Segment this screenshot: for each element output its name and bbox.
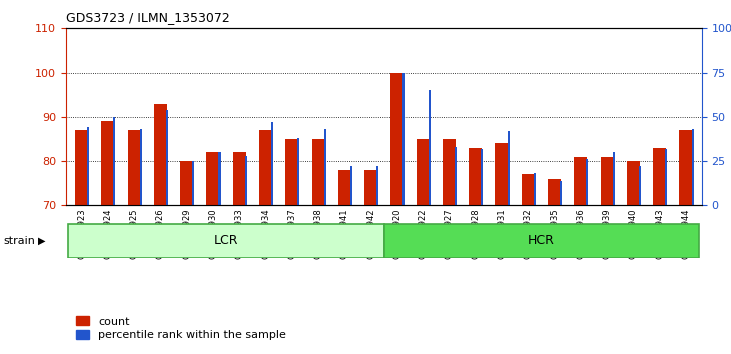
Bar bbox=[127, 130, 140, 205]
Bar bbox=[180, 161, 193, 205]
Bar bbox=[455, 147, 457, 205]
Bar bbox=[259, 130, 272, 205]
Bar bbox=[219, 152, 221, 205]
Text: ▶: ▶ bbox=[38, 236, 45, 246]
Bar bbox=[586, 159, 588, 205]
Bar bbox=[87, 127, 89, 205]
Bar bbox=[311, 139, 325, 205]
Bar bbox=[627, 161, 640, 205]
Bar bbox=[232, 152, 246, 205]
Bar bbox=[271, 122, 273, 205]
Bar bbox=[298, 138, 300, 205]
Bar bbox=[154, 103, 167, 205]
Text: GDS3723 / ILMN_1353072: GDS3723 / ILMN_1353072 bbox=[66, 11, 230, 24]
Bar bbox=[522, 174, 535, 205]
Text: strain: strain bbox=[4, 236, 36, 246]
Bar bbox=[376, 166, 378, 205]
Bar bbox=[384, 224, 699, 258]
Bar bbox=[350, 166, 352, 205]
Bar bbox=[364, 170, 377, 205]
Bar bbox=[417, 139, 430, 205]
Bar bbox=[403, 73, 404, 205]
Bar bbox=[469, 148, 482, 205]
Bar bbox=[548, 179, 561, 205]
Bar bbox=[75, 130, 88, 205]
Bar bbox=[113, 117, 115, 205]
Bar bbox=[192, 161, 194, 205]
Bar bbox=[338, 170, 351, 205]
Text: HCR: HCR bbox=[528, 234, 555, 247]
Bar bbox=[665, 149, 667, 205]
Bar bbox=[206, 152, 219, 205]
Bar bbox=[679, 130, 692, 205]
Bar bbox=[653, 148, 666, 205]
Legend: count, percentile rank within the sample: count, percentile rank within the sample bbox=[72, 312, 290, 345]
Bar bbox=[560, 181, 562, 205]
Bar bbox=[507, 131, 510, 205]
Bar bbox=[575, 156, 588, 205]
Bar bbox=[534, 173, 536, 205]
Bar bbox=[692, 129, 694, 205]
Bar bbox=[324, 129, 326, 205]
Bar bbox=[245, 156, 247, 205]
Bar bbox=[140, 129, 142, 205]
Bar bbox=[443, 139, 456, 205]
Text: LCR: LCR bbox=[214, 234, 238, 247]
Bar bbox=[639, 166, 641, 205]
Bar bbox=[285, 139, 298, 205]
Bar bbox=[481, 149, 483, 205]
Bar bbox=[428, 90, 431, 205]
Bar bbox=[69, 224, 384, 258]
Bar bbox=[601, 156, 614, 205]
Bar bbox=[102, 121, 115, 205]
Bar bbox=[390, 73, 404, 205]
Bar bbox=[166, 110, 168, 205]
Bar bbox=[613, 152, 615, 205]
Bar bbox=[496, 143, 509, 205]
